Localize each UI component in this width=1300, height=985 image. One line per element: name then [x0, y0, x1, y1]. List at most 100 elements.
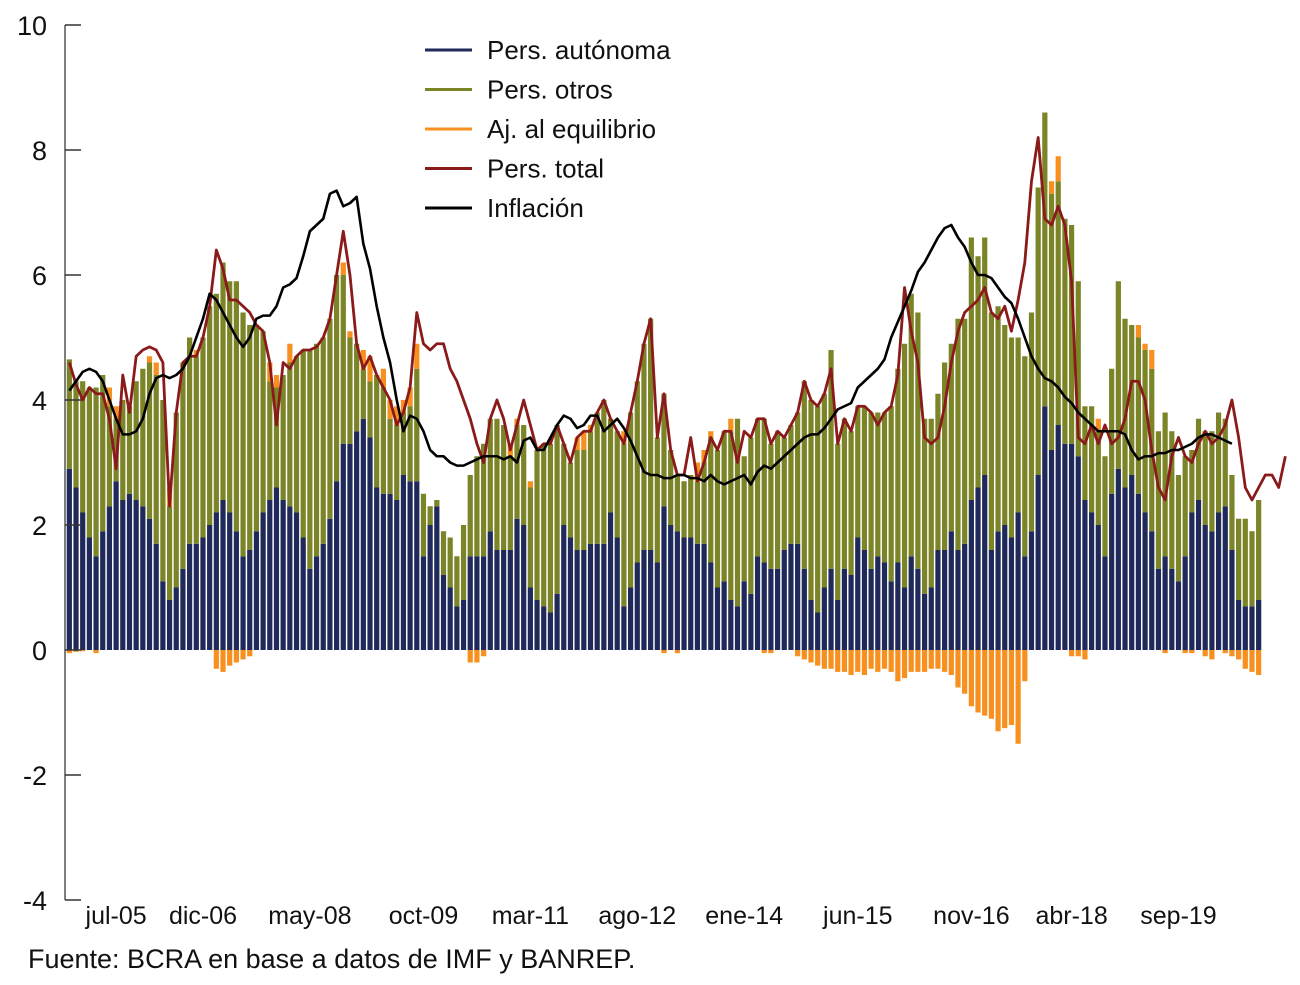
- bar-pers-otros: [100, 375, 106, 532]
- source-note: Fuente: BCRA en base a datos de IMF y BA…: [28, 944, 636, 974]
- bar-pers-otros: [340, 275, 346, 444]
- bar-pers-autonoma: [420, 556, 427, 650]
- bar-pers-autonoma: [367, 437, 373, 650]
- bar-pers-autonoma: [855, 537, 861, 650]
- bar-pers-otros: [587, 431, 594, 544]
- bar-aj-al-equilibrio: [1182, 650, 1188, 654]
- bar-pers-autonoma: [948, 531, 954, 650]
- bar-pers-autonoma: [654, 562, 660, 650]
- bar-pers-autonoma: [160, 581, 166, 650]
- bar-pers-otros: [1162, 412, 1168, 557]
- bar-aj-al-equilibrio: [968, 650, 974, 707]
- bar-aj-al-equilibrio: [581, 431, 587, 450]
- bar-pers-otros: [1195, 418, 1202, 500]
- bar-aj-al-equilibrio: [394, 406, 400, 425]
- bar-pers-otros: [394, 425, 400, 500]
- bar-aj-al-equilibrio: [227, 650, 233, 666]
- bar-pers-otros: [815, 406, 821, 613]
- bar-pers-otros: [1209, 431, 1215, 532]
- bar-pers-autonoma: [434, 506, 440, 650]
- bar-aj-al-equilibrio: [1048, 181, 1055, 194]
- bar-aj-al-equilibrio: [901, 650, 908, 679]
- bar-pers-autonoma: [394, 500, 400, 650]
- bar-pers-autonoma: [928, 587, 934, 650]
- bar-aj-al-equilibrio: [948, 650, 954, 675]
- bar-aj-al-equilibrio: [387, 400, 393, 419]
- bar-pers-autonoma: [1062, 443, 1068, 650]
- bar-pers-autonoma: [754, 556, 761, 650]
- bar-pers-autonoma: [815, 612, 821, 650]
- bar-pers-otros: [106, 406, 113, 507]
- bar-pers-autonoma: [267, 500, 273, 650]
- bar-pers-otros: [721, 431, 727, 582]
- bar-pers-otros: [955, 318, 961, 550]
- bar-pers-otros: [293, 356, 300, 513]
- bar-aj-al-equilibrio: [1242, 650, 1248, 669]
- bar-pers-autonoma: [327, 518, 333, 650]
- bar-aj-al-equilibrio: [240, 650, 246, 660]
- bar-pers-autonoma: [748, 593, 754, 650]
- bar-aj-al-equilibrio: [1189, 650, 1195, 654]
- bar-pers-autonoma: [360, 418, 366, 650]
- bar-aj-al-equilibrio: [728, 418, 734, 432]
- bar-pers-otros: [207, 306, 213, 525]
- bar-aj-al-equilibrio: [881, 650, 888, 669]
- bar-pers-autonoma: [828, 568, 834, 650]
- bar-aj-al-equilibrio: [888, 650, 894, 672]
- bar-pers-otros: [447, 537, 453, 588]
- x-tick-label: may-08: [268, 902, 351, 930]
- bar-pers-otros: [975, 256, 981, 488]
- bar-pers-autonoma: [1075, 456, 1081, 650]
- bar-pers-otros: [507, 456, 513, 550]
- bar-pers-autonoma: [440, 575, 447, 650]
- bar-pers-autonoma: [648, 550, 654, 650]
- bar-pers-autonoma: [915, 568, 921, 650]
- bar-pers-autonoma: [861, 550, 868, 650]
- bar-pers-autonoma: [73, 487, 79, 650]
- bar-aj-al-equilibrio: [480, 650, 487, 657]
- bar-pers-autonoma: [180, 568, 186, 650]
- bar-pers-otros: [1222, 418, 1228, 507]
- bar-aj-al-equilibrio: [287, 343, 293, 363]
- bar-pers-otros: [501, 425, 507, 550]
- bar-pers-otros: [1242, 518, 1248, 607]
- bar-pers-autonoma: [774, 568, 781, 650]
- bar-pers-autonoma: [982, 475, 988, 650]
- bar-aj-al-equilibrio: [1202, 650, 1208, 657]
- bar-pers-autonoma: [1155, 568, 1162, 650]
- bar-pers-autonoma: [454, 606, 460, 650]
- bar-pers-autonoma: [1035, 475, 1041, 650]
- bar-pers-otros: [460, 525, 467, 600]
- x-tick-label: mar-11: [492, 902, 569, 930]
- x-tick-label: abr-18: [1035, 902, 1107, 930]
- bar-aj-al-equilibrio: [400, 400, 407, 413]
- bar-pers-autonoma: [193, 543, 199, 650]
- bar-aj-al-equilibrio: [574, 437, 580, 450]
- bar-pers-otros: [795, 412, 801, 544]
- bar-pers-autonoma: [1249, 606, 1255, 650]
- bar-pers-autonoma: [674, 531, 680, 650]
- bar-pers-otros: [621, 443, 627, 607]
- y-tick-label: 8: [32, 136, 47, 166]
- bar-aj-al-equilibrio: [808, 650, 814, 663]
- bar-pers-otros: [166, 506, 173, 600]
- bar-pers-otros: [126, 406, 133, 494]
- bar-pers-otros: [728, 431, 734, 600]
- bar-pers-autonoma: [374, 487, 380, 650]
- bar-aj-al-equilibrio: [113, 406, 119, 419]
- bar-aj-al-equilibrio: [146, 356, 153, 363]
- bar-pers-autonoma: [106, 506, 113, 650]
- bar-pers-autonoma: [581, 550, 587, 650]
- bar-pers-autonoma: [1055, 425, 1061, 650]
- legend: Pers. autónoma Pers. otros Aj. al equilibr…: [425, 35, 671, 223]
- bar-pers-autonoma: [561, 525, 567, 650]
- bar-aj-al-equilibrio: [1149, 350, 1155, 369]
- bar-pers-autonoma: [460, 600, 467, 650]
- bar-pers-otros: [440, 531, 447, 575]
- bar-pers-otros: [741, 456, 747, 582]
- bar-pers-autonoma: [93, 556, 99, 650]
- bar-aj-al-equilibrio: [367, 356, 373, 382]
- bar-aj-al-equilibrio: [848, 650, 854, 675]
- bar-pers-otros: [1089, 406, 1095, 513]
- bar-aj-al-equilibrio: [815, 650, 821, 666]
